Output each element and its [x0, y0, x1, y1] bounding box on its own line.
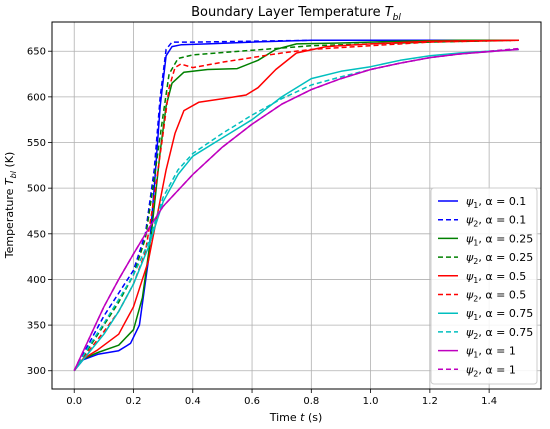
x-axis-label: Time t (s) [269, 411, 323, 424]
y-tick-label: 500 [27, 184, 46, 195]
y-tick-label: 550 [27, 138, 46, 149]
legend-label: ψ2, α = 0.1 [466, 214, 526, 229]
series-line-4 [73, 39, 519, 372]
x-tick-label: 0.2 [126, 396, 142, 407]
series-line-2 [73, 39, 519, 372]
axis-ticks: 0.0 0.2 0.4 0.6 0.8 1.0 1.2 1.4 300 350 400 450 500 5… [27, 47, 497, 407]
series-line-5 [73, 39, 519, 372]
legend-box [430, 187, 538, 385]
series-line-7 [73, 48, 519, 372]
x-tick-label: 1.0 [363, 396, 379, 407]
y-tick-label: 450 [27, 229, 46, 240]
x-tick-label: 1.4 [481, 396, 497, 407]
x-tick-label: 0.0 [66, 396, 82, 407]
legend-label: ψ1, α = 1 [466, 345, 516, 360]
y-tick-label: 300 [27, 366, 46, 377]
legend-label: ψ1, α = 0.5 [466, 270, 526, 285]
legend-label: ψ1, α = 0.75 [466, 307, 533, 322]
legend-label: ψ2, α = 0.5 [466, 289, 526, 304]
chart-title: Boundary Layer Temperature Tbl [191, 5, 401, 23]
x-tick-label: 0.8 [303, 396, 319, 407]
series-layer [73, 39, 519, 372]
legend-label: ψ2, α = 0.75 [466, 326, 533, 341]
series-line-8 [73, 48, 519, 372]
legend: ψ1, α = 0.1 ψ2, α = 0.1 ψ1, α = 0.25 ψ2, α … [430, 187, 538, 385]
x-tick-label: 1.2 [422, 396, 438, 407]
plot-frame [51, 21, 542, 390]
legend-label: ψ1, α = 0.25 [466, 232, 533, 247]
legend-label: ψ1, α = 0.1 [466, 195, 526, 210]
legend-label: ψ2, α = 1 [466, 363, 516, 378]
legend-label: ψ2, α = 0.25 [466, 251, 533, 266]
series-line-3 [73, 39, 519, 372]
y-tick-label: 350 [27, 321, 46, 332]
x-tick-label: 0.6 [244, 396, 260, 407]
series-line-10 [73, 47, 519, 372]
y-tick-label: 600 [27, 92, 46, 103]
x-tick-label: 0.4 [185, 396, 201, 407]
y-tick-label: 400 [27, 275, 46, 286]
y-axis-label: Temperature Tbl (K) [3, 152, 18, 260]
y-tick-label: 650 [27, 47, 46, 58]
